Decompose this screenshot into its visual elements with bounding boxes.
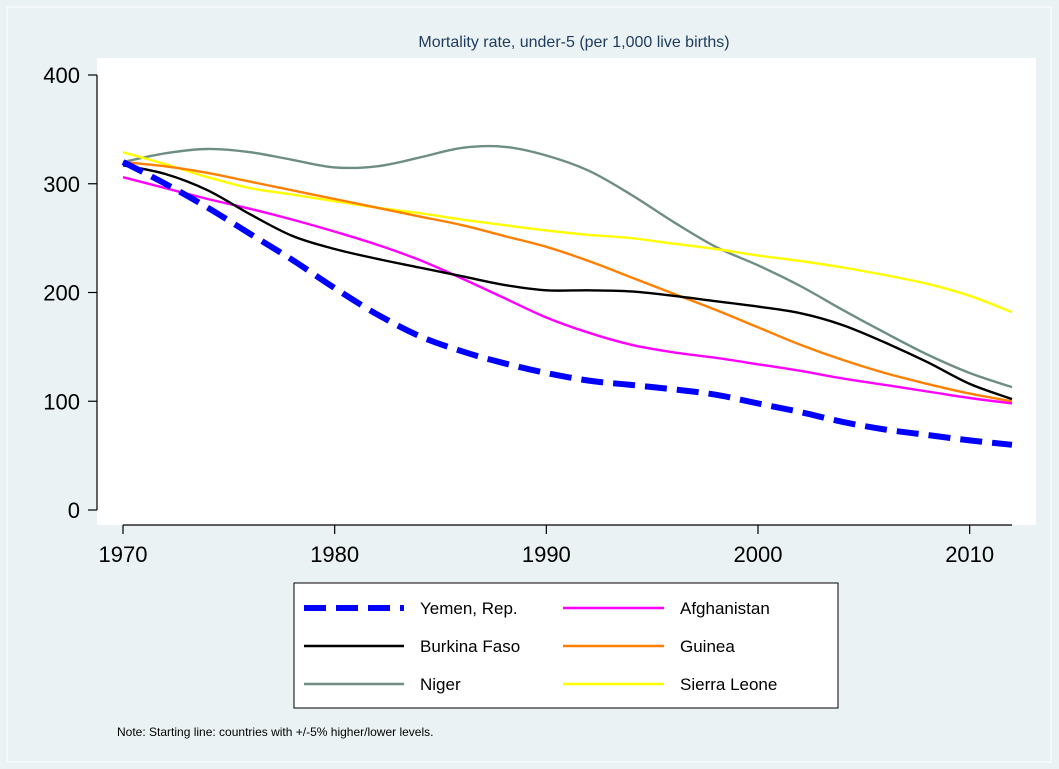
legend-label-sierra-leone: Sierra Leone [680,675,777,694]
legend-label-afghanistan: Afghanistan [680,599,770,618]
legend-label-yemen-rep: Yemen, Rep. [420,599,518,618]
axes: 0 100 200 300 400 1970 1980 1990 2000 2010 [43,63,1012,567]
series-line-guinea [122,160,1013,403]
legend-label-niger: Niger [420,675,461,694]
series-line-niger [122,144,1013,389]
series-line-yemen-rep [121,159,1013,448]
x-tick-label: 1970 [99,542,148,567]
y-tick-label: 300 [43,172,80,197]
y-tick-label: 0 [68,498,80,523]
chart-note: Note: Starting line: countries with +/-5… [117,725,433,739]
series-line-burkina-faso [122,164,1013,401]
legend-label-burkina-faso: Burkina Faso [420,637,520,656]
y-tick-label: 100 [43,389,80,414]
x-tick-label: 2010 [945,542,994,567]
x-tick-label: 1980 [310,542,359,567]
y-tick-label: 400 [43,63,80,88]
x-tick-label: 2000 [734,542,783,567]
legend: Yemen, Rep. Afghanistan Burkina Faso Guinea… [304,599,777,694]
legend-label-guinea: Guinea [680,637,735,656]
x-tick-label: 1990 [522,542,571,567]
series-line-sierra-leone [122,151,1013,314]
series-group [121,144,1013,448]
y-tick-label: 200 [43,281,80,306]
chart-title: Mortality rate, under-5 (per 1,000 live … [418,34,729,51]
series-line-afghanistan [122,176,1013,405]
